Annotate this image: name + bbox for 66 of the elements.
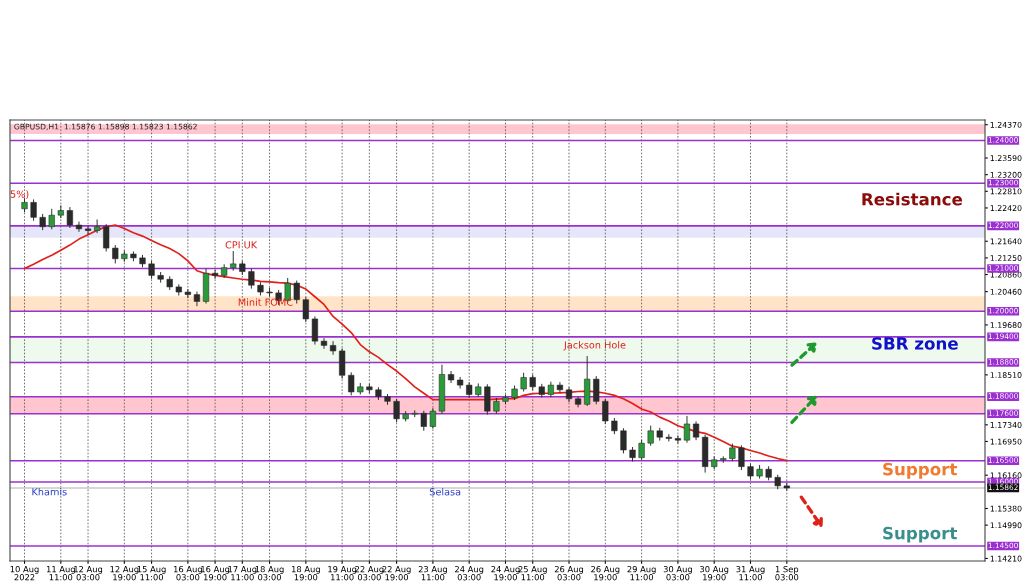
candlestick: [457, 376, 464, 390]
candlestick: [602, 398, 609, 425]
x-tick-label: 18 Aug 03:00: [255, 566, 284, 581]
x-tick-label: 24 Aug 03:00: [455, 566, 484, 581]
candlestick: [293, 280, 300, 305]
x-tick-label: 29 Aug 11:00: [627, 566, 656, 581]
x-tick-label: 10 Aug 2022: [10, 566, 39, 581]
candlestick: [683, 415, 691, 444]
candlestick: [320, 337, 328, 350]
candlestick: [647, 425, 654, 447]
candlestick: [66, 206, 73, 229]
x-tick-label: 26 Aug 03:00: [554, 566, 584, 581]
x-tick-label: 19 Aug 11:00: [328, 566, 357, 581]
x-tick-label: 30 Aug 03:00: [663, 566, 692, 581]
annotation: Khamis: [32, 487, 67, 496]
candlestick: [638, 439, 645, 461]
candlestick: [420, 410, 427, 432]
candlestick: [393, 398, 400, 423]
candlestick: [30, 198, 37, 222]
annotation: Selasa: [429, 487, 461, 496]
line-series: [23, 224, 788, 462]
candlestick: [329, 340, 337, 356]
candlestick: [302, 296, 309, 323]
candlestick: [620, 427, 627, 454]
candlestick: [692, 420, 700, 441]
candlestick: [248, 268, 255, 290]
candlestick: [84, 225, 92, 235]
annotation: Jackson Hole: [563, 341, 626, 351]
candlestick: [311, 315, 319, 346]
x-tick-label: 23 Aug 11:00: [418, 566, 447, 581]
x-tick-label: 25 Aug 11:00: [518, 566, 547, 581]
annotation: 5%): [10, 190, 29, 199]
x-tick-label: 24 Aug 19:00: [491, 566, 520, 581]
candlestick: [230, 250, 237, 272]
x-tick-label: 12 Aug 19:00: [110, 566, 139, 581]
x-tick-label: 18 Aug 19:00: [291, 566, 320, 581]
candlestick: [212, 269, 219, 280]
annotation: CPI UK: [225, 241, 258, 249]
candlestick: [429, 407, 436, 430]
candlestick: [520, 372, 527, 393]
x-tick-label: 15 Aug 11:00: [137, 566, 166, 581]
x-tick-label: 16 Aug 03:00: [174, 566, 202, 581]
candlestick: [103, 223, 110, 252]
candlestick: [112, 244, 119, 264]
x-tick-label: 11 Aug 11:00: [46, 566, 75, 581]
candlestick: [738, 444, 745, 471]
x-tick-label: 1 Sep 03:00: [775, 566, 799, 581]
candlestick: [48, 208, 55, 230]
text: SBR zone: [872, 337, 958, 350]
x-tick-label: 26 Aug 19:00: [591, 566, 620, 581]
x-tick-label: 12 Aug 03:00: [74, 566, 103, 581]
x-tick-label: 31 Aug 11:00: [736, 566, 765, 581]
candlestick: [593, 375, 600, 405]
text: Support: [883, 526, 957, 543]
text: Support: [883, 462, 957, 479]
candlestick: [94, 218, 101, 234]
candlestick: [184, 288, 191, 299]
x-tick-label: 22 Aug 19:00: [382, 566, 411, 581]
text: Resistance: [862, 192, 963, 206]
x-tick-label: 17 Aug 11:00: [228, 566, 257, 581]
x-tick-label: 22 Aug 03:00: [355, 566, 384, 581]
x-tick-label: 30 Aug 19:00: [700, 566, 729, 581]
candlestick: [556, 381, 564, 394]
candlestick: [674, 435, 681, 445]
x-tick-label: 16 Aug 19:00: [201, 566, 230, 581]
candlestick: [348, 371, 355, 396]
